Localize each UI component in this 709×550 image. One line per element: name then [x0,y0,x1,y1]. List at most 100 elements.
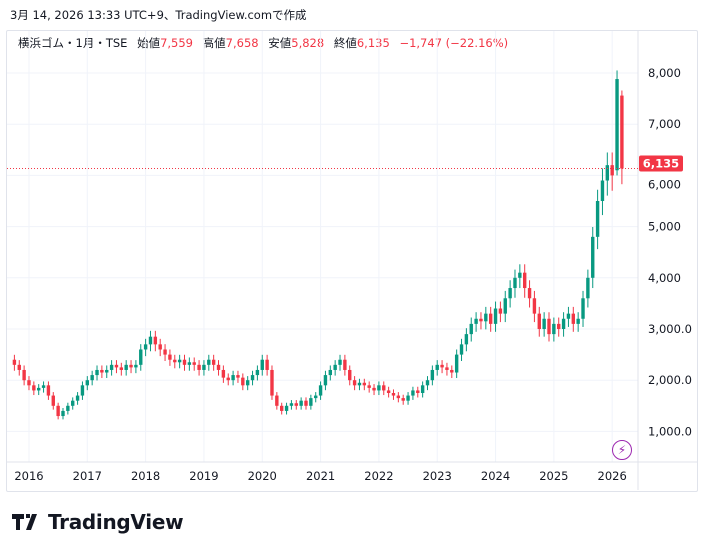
candle-body [561,318,566,329]
candle [357,378,362,391]
candle-body [236,375,240,378]
candle [377,381,381,396]
candle-body [80,385,85,396]
candle [328,365,332,381]
candle-body [484,313,488,322]
candle-body [216,364,221,370]
candle-body [508,288,512,299]
candle-body [454,354,459,373]
candle-body [221,369,226,378]
candle [503,290,507,323]
candle-body [250,375,255,381]
brand-name: TradingView [48,510,184,534]
y-tick-label: 7,000 [648,117,681,131]
candle-body [532,298,537,314]
candle-body [571,313,575,324]
candle [226,373,230,386]
candle-body [61,410,65,417]
candle-body [586,277,590,299]
candle [547,312,551,342]
x-tick-label: 2016 [14,469,43,483]
x-tick-label: 2024 [481,469,510,483]
candle-body [241,377,245,386]
candle-body [85,380,89,386]
low-label: 安値 [268,36,292,50]
open-label: 始値 [137,36,161,50]
candle [620,90,624,185]
candle [420,381,425,398]
candle-body [425,380,430,386]
candle-body [260,359,264,370]
candle [333,360,337,376]
candle-body [391,393,396,396]
candle [362,378,367,391]
candle-body [386,390,391,393]
candle [61,408,65,420]
candle-body [139,349,143,365]
candle [518,264,522,289]
candle [211,354,216,371]
chart-frame [6,30,698,492]
x-tick-label: 2020 [248,469,277,483]
candle [192,357,196,371]
candle [90,370,94,386]
candle-body [367,385,371,388]
candle-body [187,362,192,365]
high-value: 7,658 [225,36,259,50]
open-value: 7,559 [160,36,194,50]
y-tick-label: 4,000 [648,271,681,285]
candle [338,354,342,371]
current-price-label: 6,135 [643,156,679,170]
candle-body [459,344,464,355]
candle-body [51,395,55,406]
candle-body [168,354,172,360]
candle-body [124,364,128,370]
candle [245,376,250,391]
candle [382,381,386,396]
tradingview-logo[interactable]: TradingView [12,510,184,534]
candle [488,306,493,332]
candle-body [32,385,36,391]
candle [591,227,595,289]
candle-body [566,313,571,319]
candle [17,360,21,376]
candle-body [41,385,46,388]
candle [85,376,89,391]
candle [148,330,153,352]
candle [250,370,255,386]
candle [440,360,444,374]
candle-body [163,349,167,355]
candle-body [148,336,153,345]
candle [143,338,148,357]
candle-body [357,382,362,386]
candle [445,362,449,376]
candle-body [406,395,410,401]
y-tick-label: 8,000 [648,66,681,80]
candle-body [420,385,425,393]
candle-body [255,369,260,376]
candle [425,376,430,391]
candle-body [275,395,279,406]
candle-body [114,364,119,368]
candle [75,392,80,405]
x-tick-label: 2018 [131,469,160,483]
candle [255,365,260,381]
candle-body [469,323,473,335]
candle-body [280,405,284,411]
candle-body [309,398,313,406]
candle [71,397,75,410]
candle-body [552,323,556,335]
candle [586,269,590,308]
candle [270,365,274,400]
candle [275,392,279,410]
candle [323,370,328,391]
candle [202,360,206,376]
x-tick-label: 2026 [598,469,627,483]
y-tick-label: 2,000.0 [648,373,692,387]
candle-body [479,318,483,322]
candle-body [591,236,595,278]
lightning-icon[interactable]: ⚡ [612,440,632,460]
x-tick-label: 2019 [189,469,218,483]
candle [241,373,245,391]
